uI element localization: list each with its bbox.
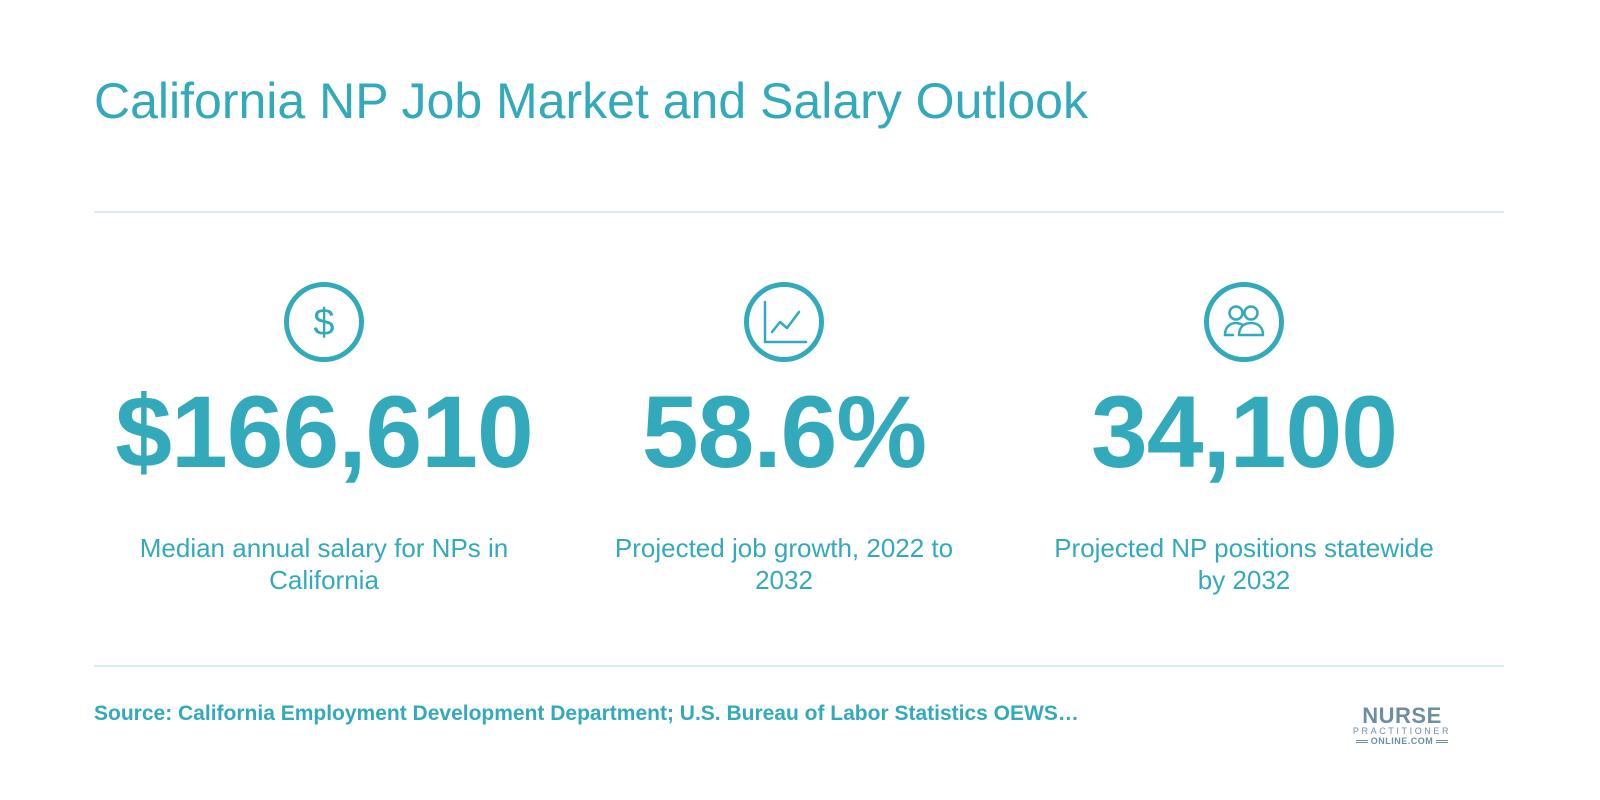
stat-description: Projected NP positions statewide by 2032	[1054, 533, 1434, 595]
stat-value: $166,610	[115, 375, 533, 489]
line-chart-icon	[744, 282, 824, 362]
logo-line-1: NURSE	[1362, 703, 1442, 728]
source-note: Source: California Employment Developmen…	[94, 702, 1079, 725]
stat-value: 34,100	[1091, 375, 1398, 489]
logo-line-3-text: ONLINE.COM	[1370, 736, 1434, 746]
top-divider	[94, 211, 1504, 213]
dollar-icon: $	[284, 282, 364, 362]
stat-description: Median annual salary for NPs in Californ…	[139, 533, 509, 595]
logo-bar-right	[1436, 739, 1449, 743]
stat-median-salary: $ $166,610 Median annual salary for NPs …	[94, 282, 554, 596]
stat-description: Projected job growth, 2022 to 2032	[614, 533, 954, 595]
logo-bar-left	[1355, 739, 1368, 743]
logo-line-2: PRACTITIONER	[1352, 726, 1452, 736]
stat-np-positions: 34,100 Projected NP positions statewide …	[1014, 282, 1474, 596]
logo-line-3: ONLINE.COM	[1348, 736, 1456, 746]
page-title: California NP Job Market and Salary Outl…	[94, 73, 1088, 129]
people-icon	[1204, 282, 1284, 362]
svg-text:$: $	[313, 302, 334, 342]
stat-value: 58.6%	[641, 375, 927, 489]
brand-logo: NURSE PRACTITIONER ONLINE.COM	[1348, 703, 1456, 747]
stat-job-growth: 58.6% Projected job growth, 2022 to 2032	[554, 282, 1014, 596]
bottom-divider	[94, 665, 1504, 667]
